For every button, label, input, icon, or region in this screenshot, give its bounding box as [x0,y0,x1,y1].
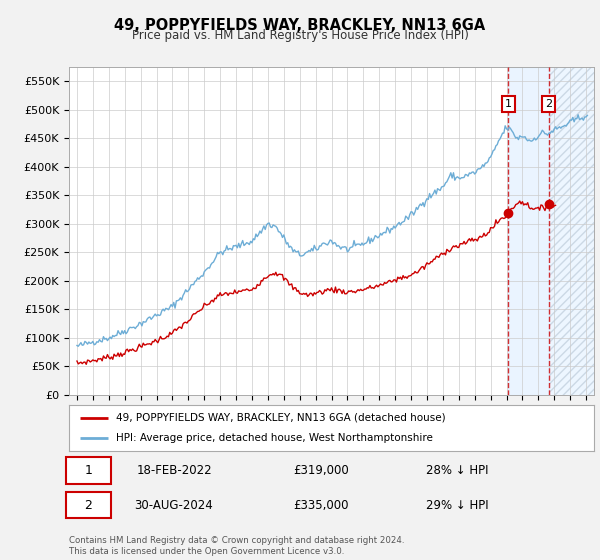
Bar [549,67,594,395]
Text: Price paid vs. HM Land Registry's House Price Index (HPI): Price paid vs. HM Land Registry's House … [131,29,469,42]
FancyBboxPatch shape [67,458,111,483]
Text: 30-AUG-2024: 30-AUG-2024 [134,498,214,512]
Text: £319,000: £319,000 [293,464,349,477]
Text: Contains HM Land Registry data © Crown copyright and database right 2024.: Contains HM Land Registry data © Crown c… [69,536,404,545]
Text: HPI: Average price, detached house, West Northamptonshire: HPI: Average price, detached house, West… [116,433,433,443]
Text: 1: 1 [85,464,92,477]
Text: 2: 2 [545,99,553,109]
Text: 49, POPPYFIELDS WAY, BRACKLEY, NN13 6GA (detached house): 49, POPPYFIELDS WAY, BRACKLEY, NN13 6GA … [116,413,446,423]
Text: This data is licensed under the Open Government Licence v3.0.: This data is licensed under the Open Gov… [69,547,344,556]
Text: 28% ↓ HPI: 28% ↓ HPI [426,464,489,477]
FancyBboxPatch shape [67,492,111,518]
Text: 1: 1 [505,99,512,109]
Text: £335,000: £335,000 [293,498,349,512]
Bar [508,67,549,395]
Text: 18-FEB-2022: 18-FEB-2022 [136,464,212,477]
Text: 29% ↓ HPI: 29% ↓ HPI [426,498,489,512]
Text: 2: 2 [85,498,92,512]
Text: 49, POPPYFIELDS WAY, BRACKLEY, NN13 6GA: 49, POPPYFIELDS WAY, BRACKLEY, NN13 6GA [115,18,485,33]
